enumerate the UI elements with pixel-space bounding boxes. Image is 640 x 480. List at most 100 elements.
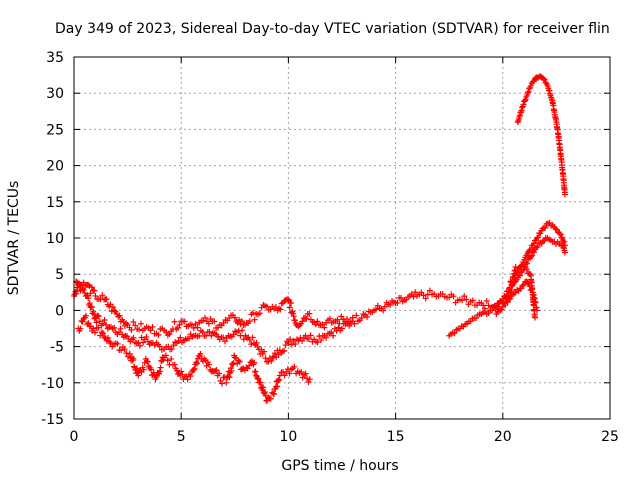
data-point: [211, 318, 218, 325]
data-point: [87, 290, 94, 297]
data-point: [288, 309, 295, 316]
data-point: [248, 341, 255, 348]
y-tick-label: 30: [46, 86, 64, 102]
data-point: [116, 329, 123, 336]
data-point: [561, 249, 568, 256]
data-point: [541, 76, 548, 83]
data-point: [321, 324, 328, 331]
x-tick-label: 10: [279, 429, 297, 445]
data-point: [305, 335, 312, 342]
data-point: [534, 307, 541, 314]
data-point: [267, 395, 274, 402]
data-point: [537, 239, 544, 246]
data-point: [128, 326, 135, 333]
data-point: [276, 376, 283, 383]
data-point: [323, 334, 330, 341]
data-point: [92, 292, 99, 299]
data-point: [525, 88, 532, 95]
data-point: [237, 321, 244, 328]
data-point: [524, 89, 531, 96]
data-point: [194, 360, 201, 367]
data-point: [381, 303, 388, 310]
data-point: [118, 347, 125, 354]
data-point: [114, 340, 121, 347]
data-point: [228, 368, 235, 375]
data-point: [205, 320, 212, 327]
data-point: [170, 342, 177, 349]
data-point: [328, 329, 335, 336]
x-tick-label: 5: [177, 429, 186, 445]
data-point: [302, 315, 309, 322]
data-point: [121, 346, 128, 353]
data-point: [290, 337, 297, 344]
data-point: [450, 293, 457, 300]
data-point: [459, 297, 466, 304]
data-point: [80, 315, 87, 322]
data-point: [556, 230, 563, 237]
data-point: [171, 318, 178, 325]
data-point: [226, 374, 233, 381]
data-point: [281, 372, 288, 379]
data-point: [519, 282, 526, 289]
data-point: [213, 367, 220, 374]
data-point: [489, 307, 496, 314]
data-point: [303, 315, 310, 322]
data-point: [285, 296, 292, 303]
data-point: [288, 300, 295, 307]
y-axis-label: SDTVAR / TECUs: [6, 181, 22, 296]
data-point: [216, 370, 223, 377]
data-point: [372, 306, 379, 313]
data-point: [553, 226, 560, 233]
data-point: [130, 334, 137, 341]
data-point: [511, 274, 518, 281]
data-point: [520, 101, 527, 108]
x-tick-label: 15: [387, 429, 405, 445]
data-point: [494, 303, 501, 310]
data-point: [256, 310, 263, 317]
data-point: [181, 318, 188, 325]
data-point: [268, 358, 275, 365]
data-point: [236, 358, 243, 365]
data-point: [104, 334, 111, 341]
data-point: [140, 339, 147, 346]
data-point: [249, 334, 256, 341]
data-marks: [71, 73, 568, 404]
data-point: [463, 296, 470, 303]
data-point: [155, 332, 162, 339]
data-point: [276, 305, 283, 312]
data-point: [95, 313, 102, 320]
data-point: [317, 337, 324, 344]
data-point: [164, 357, 171, 364]
data-point: [397, 294, 404, 301]
data-point: [143, 358, 150, 365]
data-point: [103, 321, 110, 328]
data-point: [307, 332, 314, 339]
data-point: [177, 334, 184, 341]
data-point: [111, 324, 118, 331]
data-point: [130, 318, 137, 325]
data-point: [136, 342, 143, 349]
data-point: [212, 367, 219, 374]
data-point: [483, 297, 490, 304]
data-point: [336, 320, 343, 327]
data-point: [358, 314, 365, 321]
data-point: [531, 314, 538, 321]
data-point: [349, 314, 356, 321]
data-point: [251, 316, 258, 323]
data-point: [451, 330, 458, 337]
data-point: [306, 376, 313, 383]
data-point: [291, 363, 298, 370]
data-point: [255, 375, 262, 382]
data-point: [231, 314, 238, 321]
data-point: [107, 339, 114, 346]
data-point: [250, 309, 257, 316]
data-point: [175, 337, 182, 344]
data-point: [185, 335, 192, 342]
data-point: [314, 318, 321, 325]
data-point: [262, 389, 269, 396]
data-point: [302, 332, 309, 339]
data-point: [93, 319, 100, 326]
data-point: [229, 361, 236, 368]
axis-ticks: -15 -10 -5 0 5 10 15 20 25 30 35 0 5 10 15 20 25: [41, 50, 619, 445]
data-point: [561, 191, 568, 198]
